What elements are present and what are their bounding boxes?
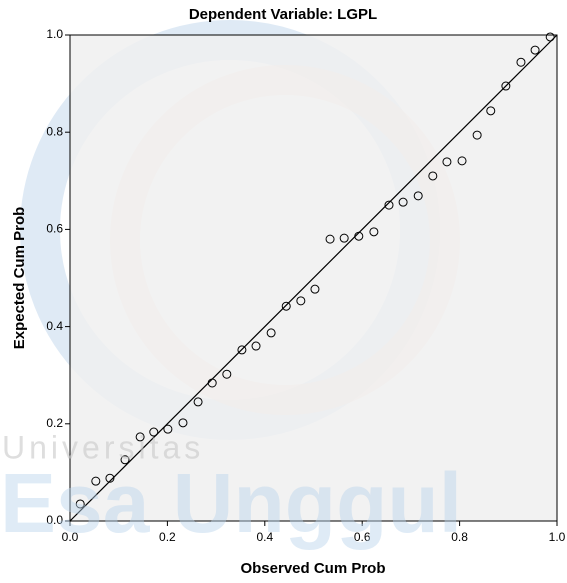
watermark-text: Universitas [2, 429, 204, 465]
point [501, 81, 511, 91]
x-tick-label: 0.4 [256, 530, 273, 544]
point [163, 424, 173, 434]
y-tick-label: 0.8 [46, 124, 63, 138]
y-tick-label: 1.0 [46, 27, 63, 41]
point [149, 427, 159, 437]
point [384, 200, 394, 210]
x-axis-label: Observed Cum Prob [240, 560, 385, 577]
y-tick-label: 0.0 [46, 513, 63, 527]
x-tick-label: 0.0 [62, 530, 79, 544]
point [310, 284, 320, 294]
y-axis-label: Expected Cum Prob [11, 207, 28, 350]
x-tick-label: 0.8 [451, 530, 468, 544]
point [222, 369, 232, 379]
point [398, 197, 408, 207]
point [91, 476, 101, 486]
point [105, 473, 115, 483]
point [457, 156, 467, 166]
point [545, 32, 555, 42]
point [486, 106, 496, 116]
point [413, 191, 423, 201]
point [339, 233, 349, 243]
point [325, 234, 335, 244]
watermark-text: Esa Unggul [0, 456, 462, 550]
point [442, 157, 452, 167]
point [193, 397, 203, 407]
y-tick-label: 0.4 [46, 319, 63, 333]
reference-line [69, 34, 558, 522]
point [266, 328, 276, 338]
point [472, 130, 482, 140]
point [120, 455, 130, 465]
point [354, 231, 364, 241]
y-tick-label: 0.6 [46, 222, 63, 236]
x-tick-label: 1.0 [549, 530, 566, 544]
y-tick-label: 0.2 [46, 416, 63, 430]
point [428, 171, 438, 181]
point [75, 499, 85, 509]
point [296, 296, 306, 306]
point [207, 378, 217, 388]
point [178, 418, 188, 428]
point [516, 57, 526, 67]
chart-title: Dependent Variable: LGPL [189, 6, 377, 23]
point [281, 301, 291, 311]
point [530, 45, 540, 55]
point [369, 227, 379, 237]
x-tick-label: 0.6 [354, 530, 371, 544]
x-tick-label: 0.2 [159, 530, 176, 544]
point [251, 341, 261, 351]
point [135, 432, 145, 442]
point [237, 345, 247, 355]
